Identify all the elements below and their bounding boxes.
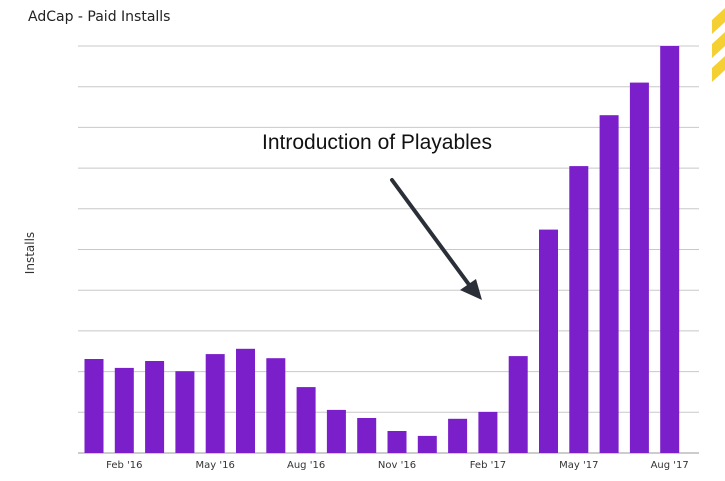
x-tick-label: Aug '16: [287, 460, 325, 471]
x-tick-label: May '17: [559, 460, 598, 471]
chart-title: AdCap - Paid Installs: [28, 9, 171, 25]
bar-may-17: [569, 166, 589, 453]
bar-aug-16: [296, 387, 316, 453]
bar-sep-16: [326, 409, 346, 453]
bar-jan-17: [448, 418, 468, 453]
bar-nov-16: [387, 431, 407, 453]
bar-jul-16: [266, 358, 286, 453]
bar-dec-16: [417, 435, 437, 453]
x-tick-label: Feb '16: [106, 460, 142, 471]
bar-feb-17: [478, 411, 498, 453]
annotation-arrow-shaft: [390, 178, 472, 288]
bars: [84, 46, 680, 453]
bar-apr-17: [539, 229, 558, 453]
annotation-arrow-head: [460, 279, 482, 300]
annotation-arrow: [390, 178, 482, 300]
bar-jun-17: [599, 115, 619, 453]
x-tick-labels: Feb '16 May '16 Aug '16 Nov '16 Feb '17 May '…: [106, 460, 689, 471]
bar-oct-16: [357, 418, 377, 453]
x-tick-label: Feb '17: [470, 460, 506, 471]
x-tick-label: May '16: [196, 460, 235, 471]
x-tick-label: Aug '17: [651, 460, 689, 471]
bar-jun-16: [236, 348, 255, 453]
bar-mar-17: [508, 356, 528, 453]
bar-apr-16: [175, 371, 195, 453]
bar-feb-16: [114, 367, 134, 453]
annotation-text: Introduction of Playables: [262, 131, 492, 154]
stripe-graphic: [712, 0, 725, 90]
bar-jan-16: [84, 359, 104, 453]
bar-mar-16: [145, 361, 165, 453]
x-tick-label: Nov '16: [378, 460, 416, 471]
bar-jul-17: [629, 82, 649, 453]
decorative-stripe: [712, 0, 725, 90]
bar-may-16: [205, 354, 225, 453]
bar-aug-17: [660, 46, 680, 453]
